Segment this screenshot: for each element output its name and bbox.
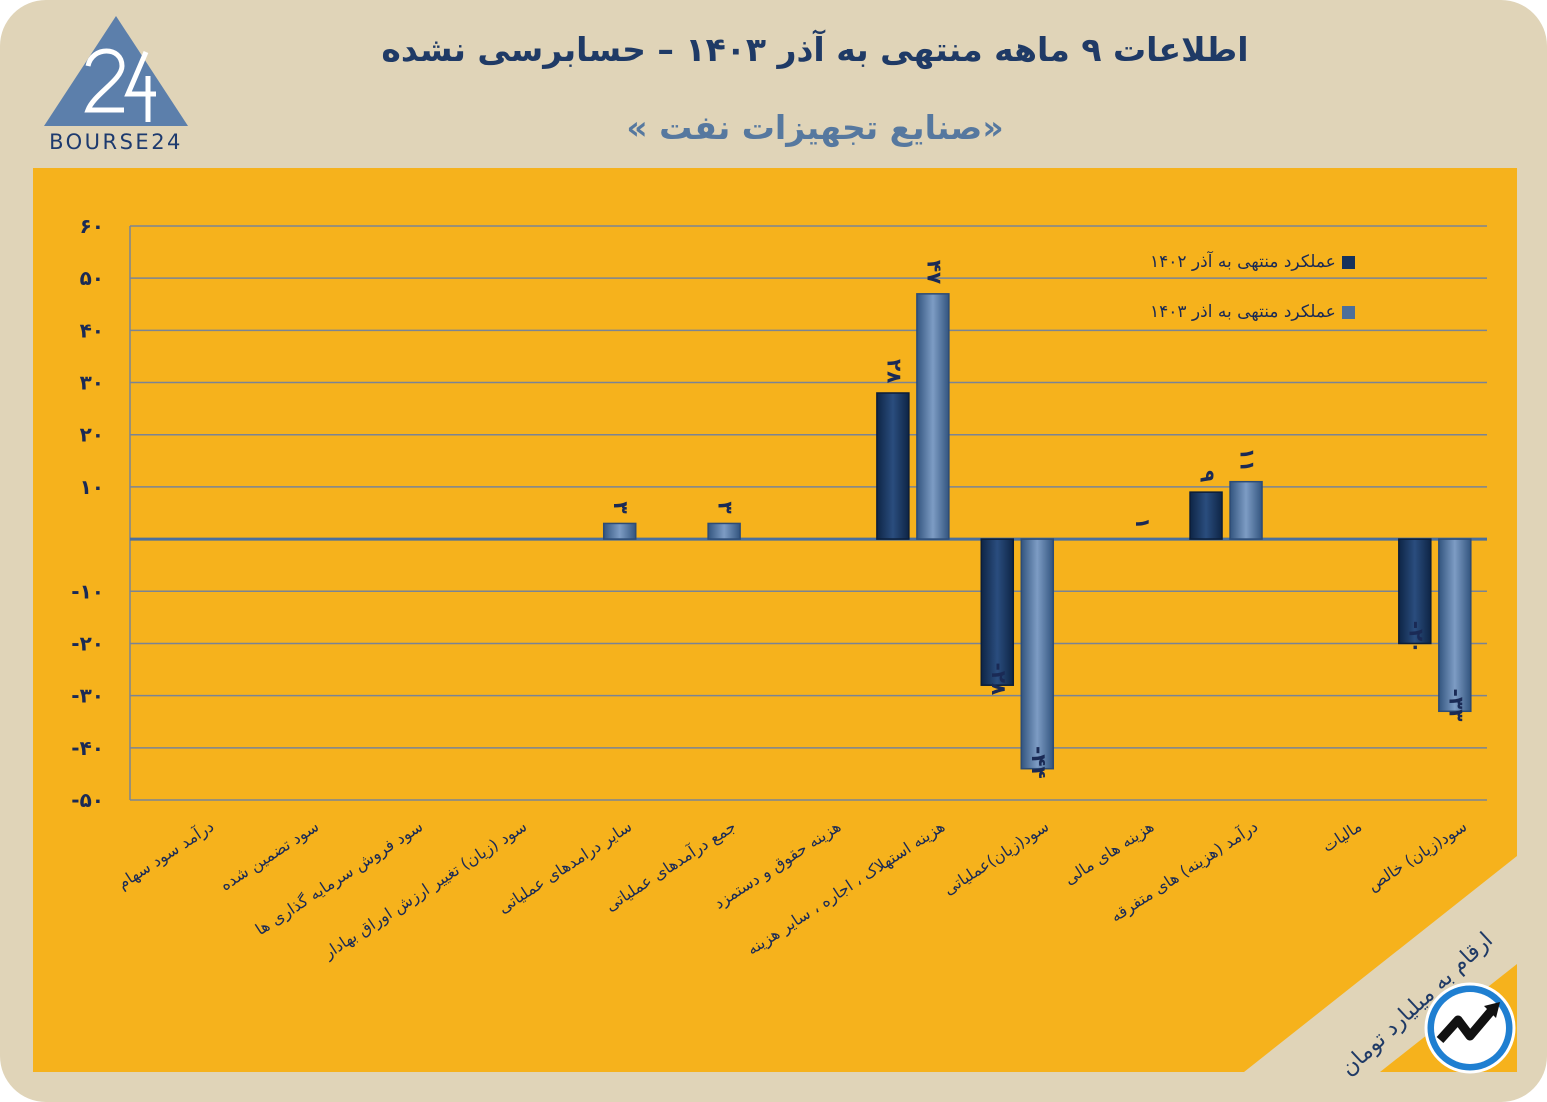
- bar-1403: [602, 522, 637, 540]
- y-tick-label: ۲۰: [80, 423, 104, 447]
- y-tick-label: -۲۰: [71, 631, 104, 655]
- trend-arrow-icon: [1424, 982, 1516, 1074]
- bar-value-label: -۲۰: [1404, 621, 1428, 654]
- legend-label-1403: عملکرد منتهی به اذر ۱۴۰۳: [1150, 302, 1336, 322]
- y-tick-label: -۳۰: [71, 684, 104, 708]
- y-tick-label: ۶۰: [80, 214, 104, 238]
- bar-value-label: -۲۸: [987, 662, 1011, 695]
- bar-value-label: -۴۴: [1027, 746, 1051, 779]
- bar-1403: [1438, 538, 1472, 713]
- y-tick-label: -۴۰: [71, 736, 104, 760]
- page-title: اطلاعات ۹ ماهه منتهی به آذر ۱۴۰۳ – حسابر…: [381, 30, 1249, 69]
- bar-value-label: ۳: [714, 501, 738, 513]
- legend-item-1403: عملکرد منتهی به اذر ۱۴۰۳: [1150, 300, 1355, 324]
- bar-value-label: ۹: [1196, 470, 1220, 482]
- y-tick-label: ۵۰: [80, 266, 104, 290]
- bar-value-label: ۲۸: [882, 359, 906, 383]
- legend-swatch-1402: [1341, 255, 1355, 269]
- bar-value-label: ۴۷: [922, 260, 946, 284]
- y-tick-label: ۱۰: [80, 475, 104, 499]
- bar-value-label: ۱: [1131, 517, 1155, 529]
- y-tick-label: ۴۰: [80, 318, 104, 342]
- bar-1403: [916, 293, 950, 540]
- bar-1402: [876, 392, 910, 540]
- bar-value-label: -۳۳: [1444, 689, 1468, 722]
- y-tick-label: ۳۰: [80, 371, 104, 395]
- legend-label-1402: عملکرد منتهی به آذر ۱۴۰۲: [1150, 252, 1336, 272]
- y-tick-label: -۱۰: [71, 579, 104, 603]
- page-subtitle: «صنایع تجهیزات نفت »: [626, 108, 1004, 147]
- bar-1402: [1398, 538, 1432, 645]
- bar-value-label: ۱۱: [1236, 448, 1260, 472]
- bar-1402: [1189, 491, 1223, 540]
- bar-value-label: ۳: [609, 501, 633, 513]
- legend-item-1402: عملکرد منتهی به آذر ۱۴۰۲: [1150, 250, 1355, 274]
- bourse24-logo: [44, 16, 188, 126]
- logo-wordmark: BOURSE24: [49, 130, 183, 154]
- bar-1403: [1020, 538, 1055, 770]
- legend-swatch-1403: [1341, 305, 1355, 319]
- y-tick-label: -۵۰: [71, 788, 104, 812]
- bar-1403: [707, 522, 741, 540]
- bar-1403: [1229, 480, 1263, 540]
- bar-1402: [980, 538, 1015, 686]
